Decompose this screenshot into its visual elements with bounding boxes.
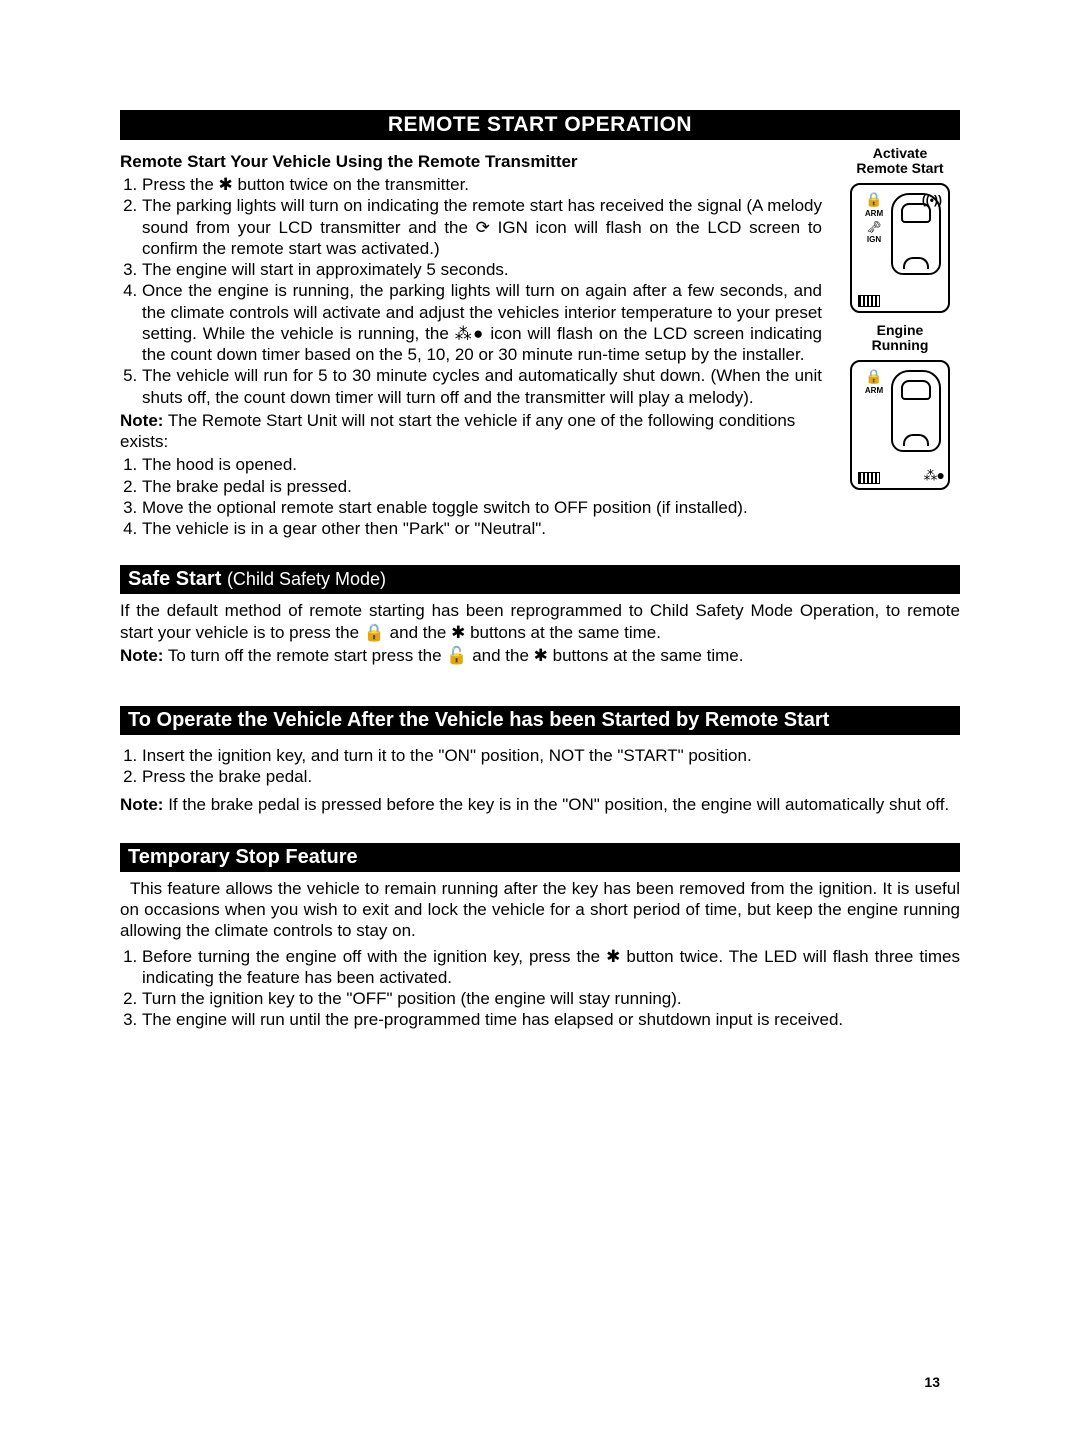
lcd-activate-icon: 🔒 ARM 🗝 IGN ((•)) <box>850 183 950 313</box>
section1-heading: Remote Start Your Vehicle Using the Remo… <box>120 152 822 172</box>
ign-label: IGN <box>867 236 881 244</box>
list-item: The hood is opened. <box>142 454 822 475</box>
lock-icon: 🔒 <box>865 368 882 385</box>
bars-icon <box>858 472 880 484</box>
list-item: The parking lights will turn on indicati… <box>142 195 822 259</box>
list-item: The vehicle will run for 5 to 30 minute … <box>142 365 822 408</box>
list-item: Once the engine is running, the parking … <box>142 280 822 365</box>
list-item: The vehicle is in a gear other then "Par… <box>142 518 822 539</box>
section1-note: Note: The Remote Start Unit will not sta… <box>120 410 822 453</box>
list-item: Before turning the engine off with the i… <box>142 946 960 989</box>
section4-intro: This feature allows the vehicle to remai… <box>120 878 960 942</box>
section3-banner: To Operate the Vehicle After the Vehicle… <box>120 706 960 735</box>
arm-label: ARM <box>865 210 883 218</box>
bars-icon <box>858 295 880 307</box>
section1-list: Press the ✱ button twice on the transmit… <box>120 174 822 408</box>
list-item: The engine will start in approximately 5… <box>142 259 822 280</box>
list-item: Insert the ignition key, and turn it to … <box>142 745 960 766</box>
list-item: Press the ✱ button twice on the transmit… <box>142 174 822 195</box>
section4-banner: Temporary Stop Feature <box>120 843 960 872</box>
arm-label: ARM <box>865 387 883 395</box>
section2-banner: Safe Start (Child Safety Mode) <box>120 565 960 594</box>
section2-para: If the default method of remote starting… <box>120 600 960 643</box>
car-icon <box>891 370 941 452</box>
section3-list: Insert the ignition key, and turn it to … <box>120 745 960 788</box>
lock-icon: 🔒 <box>865 191 882 208</box>
page-number: 13 <box>924 1374 940 1390</box>
side-label-activate: Activate Remote Start <box>840 146 960 177</box>
key-icon: 🗝 <box>866 220 881 234</box>
list-item: Turn the ignition key to the "OFF" posit… <box>142 988 960 1009</box>
lcd-running-icon: 🔒 ARM ⁂● <box>850 360 950 490</box>
list-item: Move the optional remote start enable to… <box>142 497 822 518</box>
section3-note: Note: If the brake pedal is pressed befo… <box>120 794 960 815</box>
list-item: Press the brake pedal. <box>142 766 960 787</box>
section4-list: Before turning the engine off with the i… <box>120 946 960 1031</box>
section1-conditions: The hood is opened. The brake pedal is p… <box>120 454 822 539</box>
list-item: The brake pedal is pressed. <box>142 476 822 497</box>
title-banner: REMOTE START OPERATION <box>120 110 960 140</box>
list-item: The engine will run until the pre-progra… <box>142 1009 960 1030</box>
car-icon <box>891 193 941 275</box>
exhaust-icon: ⁂● <box>924 467 944 484</box>
side-label-running: Engine Running <box>840 323 960 354</box>
section2-note: Note: To turn off the remote start press… <box>120 645 960 666</box>
